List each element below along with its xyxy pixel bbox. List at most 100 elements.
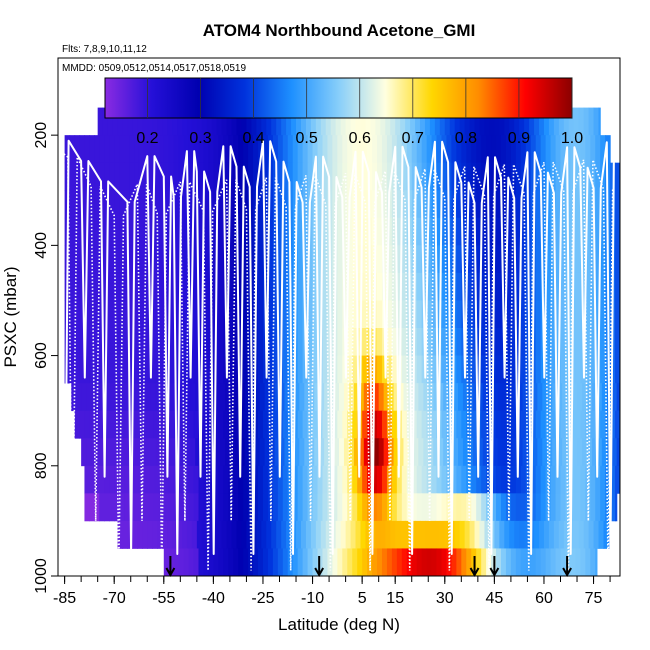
heatmap-cell: [312, 190, 319, 219]
heatmap-cell: [395, 107, 401, 136]
heatmap-cell: [177, 520, 183, 549]
heatmap-cell: [119, 162, 125, 191]
heatmap-cell: [74, 355, 81, 384]
chart-title: ATOM4 Northbound Acetone_GMI: [203, 21, 476, 40]
heatmap-cell: [436, 272, 443, 301]
heatmap-cell: [271, 107, 277, 136]
x-tick-label: 45: [485, 590, 503, 607]
colorbar-tick-label: 0.9: [508, 130, 530, 147]
heatmap-cell: [178, 355, 185, 384]
heatmap-cell: [272, 548, 279, 576]
heatmap-cell: [213, 548, 219, 576]
heatmap-cell: [233, 328, 239, 356]
heatmap-cell: [339, 383, 345, 412]
heatmap-cell: [134, 300, 140, 329]
heatmap-cell: [162, 107, 168, 136]
heatmap-cell: [593, 520, 600, 549]
heatmap-cell: [150, 438, 157, 467]
x-axis-title: Latitude (deg N): [278, 615, 400, 634]
heatmap-cell: [114, 328, 120, 356]
heatmap-cell: [610, 465, 616, 494]
heatmap-cell: [481, 245, 487, 274]
heatmap-cell: [547, 438, 553, 467]
heatmap-cell: [337, 135, 343, 164]
heatmap-cell: [590, 272, 596, 301]
heatmap-cell: [163, 162, 170, 191]
heatmap-cell: [163, 493, 170, 522]
heatmap-cell: [545, 328, 552, 356]
heatmap-cell: [168, 410, 175, 439]
heatmap-cell: [267, 328, 274, 356]
heatmap-cell: [203, 300, 210, 329]
heatmap-cell: [461, 135, 467, 164]
heatmap-cell: [135, 383, 142, 412]
heatmap-cell: [228, 190, 234, 219]
heatmap-cell: [515, 465, 522, 494]
heatmap-cell: [193, 355, 200, 384]
colorbar-tick-label: 1.0: [561, 130, 583, 147]
heatmap-cell: [416, 245, 423, 274]
heatmap-cell: [456, 548, 462, 576]
heatmap-cell: [238, 245, 244, 274]
heatmap-cell: [357, 245, 363, 274]
heatmap-cell: [616, 383, 620, 412]
heatmap-cell: [353, 438, 360, 467]
heatmap-cell: [114, 493, 120, 522]
heatmap-cell: [342, 272, 348, 301]
heatmap-cell: [343, 383, 350, 412]
heatmap-cell: [444, 520, 451, 549]
heatmap-cell: [391, 300, 398, 329]
heatmap-cell: [540, 190, 547, 219]
heatmap-cell: [317, 245, 324, 274]
heatmap-cell: [206, 520, 213, 549]
heatmap-cell: [193, 410, 200, 439]
heatmap-cell: [327, 135, 333, 164]
heatmap-cell: [238, 548, 244, 576]
heatmap-cell: [605, 493, 611, 522]
heatmap-cell: [110, 383, 117, 412]
heatmap-cell: [489, 107, 495, 136]
heatmap-cell: [201, 107, 208, 136]
heatmap-cell: [282, 493, 289, 522]
heatmap-cell: [110, 438, 117, 467]
heatmap-cell: [258, 272, 264, 301]
heatmap-cell: [258, 245, 264, 274]
heatmap-cell: [340, 107, 347, 136]
heatmap-cell: [181, 520, 188, 549]
heatmap-cell: [277, 272, 284, 301]
heatmap-cell: [84, 355, 91, 384]
heatmap-cell: [143, 465, 150, 494]
heatmap-cell: [218, 300, 224, 329]
heatmap-cell: [401, 272, 408, 301]
heatmap-cell: [419, 107, 426, 136]
heatmap-cell: [193, 328, 200, 356]
heatmap-cell: [109, 217, 115, 246]
heatmap-cell: [124, 272, 130, 301]
heatmap-cell: [241, 520, 248, 549]
heatmap-cell: [86, 438, 92, 467]
heatmap-cell: [119, 493, 125, 522]
heatmap-cell: [140, 383, 147, 412]
heatmap-cell: [307, 162, 314, 191]
heatmap-cell: [510, 245, 517, 274]
heatmap-cell: [264, 438, 271, 467]
heatmap-cell: [302, 245, 309, 274]
heatmap-cell: [466, 465, 472, 494]
heatmap-cell: [403, 438, 410, 467]
x-axis: -85 -70 -55 -40 -25 -10 5 15 30 45 60 75: [53, 576, 611, 607]
heatmap-cell: [377, 548, 383, 576]
heatmap-cell: [170, 383, 176, 412]
heatmap-cell: [307, 328, 314, 356]
heatmap-cell: [342, 548, 348, 576]
heatmap-cell: [500, 190, 507, 219]
heatmap-cell: [129, 328, 135, 356]
heatmap-cell: [114, 217, 120, 246]
flight-arrow-head: [489, 567, 500, 578]
heatmap-cell: [535, 548, 542, 576]
heatmap-cell: [590, 410, 596, 439]
heatmap-cell: [575, 135, 581, 164]
heatmap-cell: [205, 383, 211, 412]
heatmap-cell: [350, 520, 357, 549]
heatmap-cell: [302, 465, 309, 494]
